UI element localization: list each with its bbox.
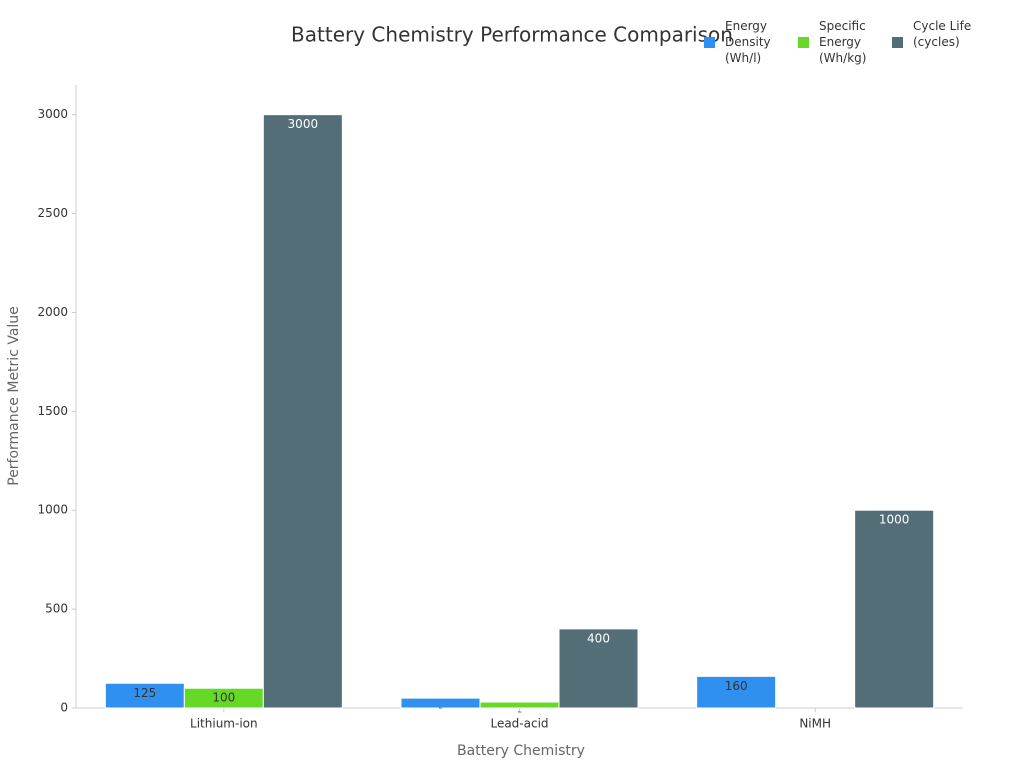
legend-item: Specific Energy (Wh/kg) xyxy=(794,18,884,66)
legend-swatch xyxy=(798,37,809,48)
x-tick-label: NiMH xyxy=(799,717,831,731)
y-axis-label: Performance Metric Value xyxy=(6,306,22,486)
bar xyxy=(696,675,777,709)
x-tick-label: Lithium-ion xyxy=(190,717,258,731)
value-label: 125 xyxy=(133,686,156,700)
y-tick-label: 2500 xyxy=(37,206,68,220)
value-label: 100 xyxy=(212,691,235,705)
legend-swatch xyxy=(704,37,715,48)
chart-title: Battery Chemistry Performance Comparison xyxy=(291,23,733,47)
value-label: 30 xyxy=(518,710,522,714)
y-tick-label: 500 xyxy=(45,602,68,616)
y-tick-label: 0 xyxy=(60,701,68,715)
y-tick-label: 1500 xyxy=(37,404,68,418)
y-tick-label: 1000 xyxy=(37,503,68,517)
legend: Energy Density (Wh/l) Specific Energy (Wh… xyxy=(700,18,982,66)
y-tick-label: 3000 xyxy=(37,107,68,121)
bar xyxy=(854,509,935,709)
value-label: 1000 xyxy=(879,513,910,527)
legend-item: Energy Density (Wh/l) xyxy=(700,18,790,66)
legend-label: Cycle Life (cycles) xyxy=(913,19,972,49)
value-label: 400 xyxy=(587,631,610,645)
value-label: 50 xyxy=(439,706,443,710)
bar xyxy=(479,701,560,709)
legend-label: Specific Energy (Wh/kg) xyxy=(819,19,867,65)
legend-swatch xyxy=(892,37,903,48)
x-tick-label: Lead-acid xyxy=(490,717,548,731)
bar xyxy=(262,114,343,709)
value-label: 160 xyxy=(725,679,748,693)
value-label: 3000 xyxy=(288,117,319,131)
x-axis-label: Battery Chemistry xyxy=(457,743,585,759)
bar xyxy=(558,628,639,709)
legend-item: Cycle Life (cycles) xyxy=(888,18,978,66)
legend-label: Energy Density (Wh/l) xyxy=(725,19,771,65)
y-tick-label: 2000 xyxy=(37,305,68,319)
